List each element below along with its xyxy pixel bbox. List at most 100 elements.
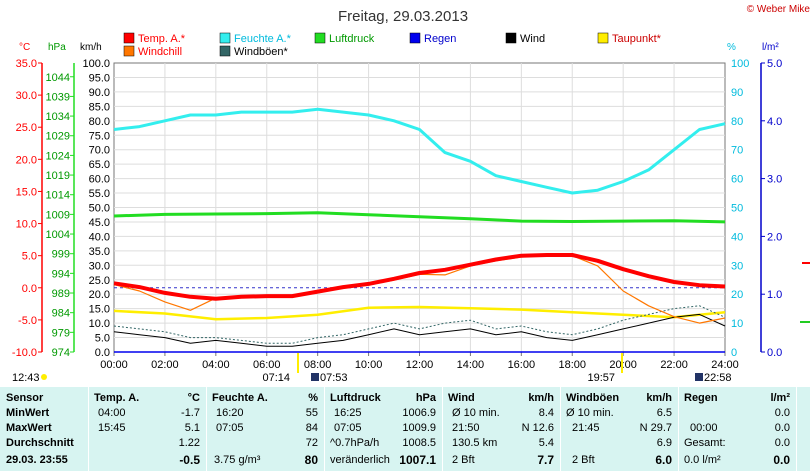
humidity-tick-label: 90 <box>731 87 743 99</box>
pressure-avg-value: 1008.5 <box>402 437 436 449</box>
rain-axis-unit: l/m² <box>762 42 779 53</box>
pressure-tick-label: 979 <box>52 327 70 339</box>
x-tick-label: 18:00 <box>558 359 586 371</box>
wind-tick-label: 30.0 <box>89 260 110 272</box>
gust-avg-value: 6.9 <box>656 437 672 449</box>
humidity-tick-label: 50 <box>731 203 743 215</box>
temp-max-time: 15:45 <box>98 422 126 434</box>
x-tick-label: 22:00 <box>660 359 688 371</box>
legend-swatch <box>123 45 135 57</box>
temp-tick-label: 25.0 <box>16 122 37 134</box>
wind-max-value: N 12.6 <box>521 422 554 434</box>
legend-label: Windböen* <box>234 46 289 58</box>
series-line <box>113 211 726 224</box>
humidity-min-time: 16:20 <box>216 407 244 419</box>
wind-tick-label: 20.0 <box>89 289 110 301</box>
pressure-trend: ^0.7hPa/h <box>330 437 380 449</box>
x-tick-label: 00:00 <box>100 359 128 371</box>
temp-axis-unit: °C <box>19 42 30 53</box>
humidity-tick-label: 20 <box>731 289 743 301</box>
pressure-tick-label: 1014 <box>46 190 70 202</box>
chart-title: Freitag, 29.03.2013 <box>338 8 468 25</box>
wind-tick-label: 70.0 <box>89 145 110 157</box>
wind-tick-label: 55.0 <box>89 188 110 200</box>
pressure-tick-label: 1029 <box>46 131 70 143</box>
humidity-tick-label: 60 <box>731 174 743 186</box>
series-line <box>113 305 726 321</box>
gust-current-value: 6.0 <box>655 453 672 467</box>
max-label: MaxWert <box>6 422 52 434</box>
x-tick-label: 12:00 <box>406 359 434 371</box>
rain-tick-label: 1.0 <box>767 289 782 301</box>
legend-label: Feuchte A.* <box>234 33 292 45</box>
col-pressure: Luftdruck hPa 16:25 1006.9 07:05 1009.9 ^0.… <box>324 387 443 471</box>
marker-label: 07:53 <box>320 372 348 384</box>
pressure-tick-label: 1004 <box>46 229 70 241</box>
temp-min-time: 04:00 <box>98 407 126 419</box>
gust-avg-label: Ø 10 min. <box>566 407 614 419</box>
x-tick-label: 16:00 <box>508 359 536 371</box>
pressure-tick-label: 984 <box>52 308 70 320</box>
humidity-tick-label: 80 <box>731 116 743 128</box>
pressure-max-time: 07:05 <box>334 422 362 434</box>
wind-tick-label: 100.0 <box>82 58 110 70</box>
edge-marker <box>800 321 810 323</box>
gust-max-value: N 29.7 <box>639 422 672 434</box>
pressure-axis-unit: hPa <box>48 42 66 53</box>
gust-max-time: 21:45 <box>572 422 600 434</box>
wind-tick-label: 45.0 <box>89 217 110 229</box>
wind-tick-label: 50.0 <box>89 203 110 215</box>
pressure-min-time: 16:25 <box>334 407 362 419</box>
marker-label: 07:14 <box>262 372 290 384</box>
pressure-tick-label: 1009 <box>46 209 70 221</box>
series-line <box>113 253 726 301</box>
temp-avg-value: 1.22 <box>178 437 200 449</box>
pressure-current-value: 1007.1 <box>399 453 436 467</box>
x-tick-label: 10:00 <box>355 359 383 371</box>
moonrise-icon <box>311 373 319 381</box>
legend-label: Windchill <box>138 46 182 58</box>
wind-tick-label: 25.0 <box>89 275 110 287</box>
humidity-avg-value: 72 <box>305 437 318 449</box>
legend-swatch <box>314 32 326 44</box>
rain-tick-label: 2.0 <box>767 231 782 243</box>
legend-label: Temp. A.* <box>138 33 186 45</box>
wind-tick-label: 65.0 <box>89 159 110 171</box>
series-line <box>113 305 726 344</box>
wind-avg-label: Ø 10 min. <box>452 407 500 419</box>
wind-tick-label: 15.0 <box>89 304 110 316</box>
temp-tick-label: 10.0 <box>16 219 37 231</box>
temp-current-value: -0.5 <box>179 453 200 467</box>
pressure-unit: hPa <box>415 392 436 404</box>
wind-beaufort: 2 Bft <box>452 454 475 466</box>
wind-tick-label: 0.0 <box>95 347 110 359</box>
marker-label: 19:57 <box>587 372 615 384</box>
pressure-tick-label: 1039 <box>46 91 70 103</box>
moonset-icon <box>695 373 703 381</box>
temp-tick-label: 30.0 <box>16 90 37 102</box>
pressure-tick-label: 989 <box>52 288 70 300</box>
rain-tick-label: 0.0 <box>767 347 782 359</box>
humidity-tick-label: 70 <box>731 145 743 157</box>
rain-total-label: Gesamt: <box>684 437 726 449</box>
series-line <box>113 107 726 195</box>
wind-tick-label: 90.0 <box>89 87 110 99</box>
humidity-header: Feuchte A. <box>212 392 268 404</box>
rain-max-value: 0.0 <box>774 422 790 434</box>
humidity-tick-label: 40 <box>731 231 743 243</box>
avg-label: Durchschnitt <box>6 437 74 449</box>
col-humidity: Feuchte A.% 16:20 55 07:05 84 72 3.75 g/m³… <box>206 387 325 471</box>
humidity-min-value: 55 <box>305 407 318 419</box>
rain-unit: l/m² <box>770 392 790 404</box>
plot-area <box>113 107 726 353</box>
gust-avg10-value: 6.5 <box>656 407 672 419</box>
temp-header: Temp. A. <box>94 392 140 404</box>
pressure-min-value: 1006.9 <box>402 407 436 419</box>
rain-header: Regen <box>684 392 718 404</box>
humidity-current-value: 80 <box>304 453 318 467</box>
pressure-header: Luftdruck <box>330 392 381 404</box>
rain-rate-value: 0.0 <box>774 407 790 419</box>
col-wind: Wind km/h Ø 10 min. 8.4 21:50 N 12.6 130.5 … <box>442 387 561 471</box>
temp-tick-label: 20.0 <box>16 154 37 166</box>
x-tick-label: 08:00 <box>304 359 332 371</box>
